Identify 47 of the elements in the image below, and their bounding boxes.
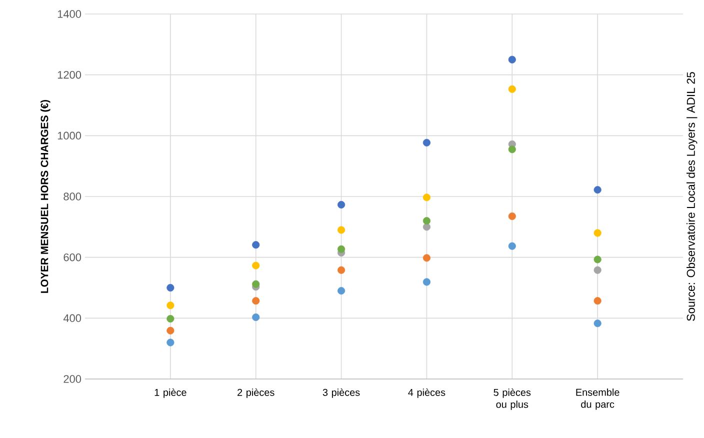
point <box>252 280 260 288</box>
point <box>594 297 602 305</box>
point <box>594 186 602 194</box>
point <box>422 217 431 225</box>
point <box>594 320 602 328</box>
point <box>338 266 346 274</box>
point <box>338 245 346 253</box>
point <box>166 284 174 292</box>
point <box>166 302 174 310</box>
point <box>252 297 260 305</box>
x-tick-label: 4 pièces <box>408 388 446 398</box>
y-tick-label: 600 <box>64 253 82 262</box>
y-axis-title: LOYER MENSUEL HORS CHARGES (€) <box>40 100 50 293</box>
point <box>422 278 431 286</box>
point <box>166 314 174 323</box>
point <box>338 200 346 208</box>
point <box>508 85 516 93</box>
point <box>252 313 260 322</box>
point <box>508 212 516 220</box>
x-tick-label: 5 pièces ou plus <box>494 388 531 410</box>
x-tick-label: Ensemble du parc <box>576 388 620 410</box>
y-tick-label: 1000 <box>58 132 82 140</box>
point <box>166 326 174 334</box>
y-tick-label: 200 <box>64 375 82 383</box>
point <box>166 338 174 346</box>
point <box>422 254 431 262</box>
point <box>594 229 602 237</box>
point <box>508 146 516 154</box>
x-tick-label: 1 pièce <box>154 388 186 398</box>
point <box>508 56 516 64</box>
point <box>422 138 431 146</box>
x-tick-label: 3 pièces <box>322 388 360 398</box>
point <box>338 287 346 295</box>
point <box>338 226 346 234</box>
point <box>252 262 260 270</box>
point <box>422 223 431 231</box>
point <box>422 194 431 202</box>
source-note: Source: Observatoire Local des Loyers | ADIL 25 <box>686 72 698 321</box>
y-tick-label: 400 <box>63 314 82 322</box>
point <box>594 256 602 264</box>
point <box>594 266 602 274</box>
point <box>508 242 516 250</box>
y-tick-label: 800 <box>64 192 82 200</box>
y-tick-label: 1200 <box>58 70 82 79</box>
y-tick-label: 1400 <box>58 10 82 18</box>
x-tick-label: 2 pièces <box>238 388 274 398</box>
point <box>252 241 260 249</box>
